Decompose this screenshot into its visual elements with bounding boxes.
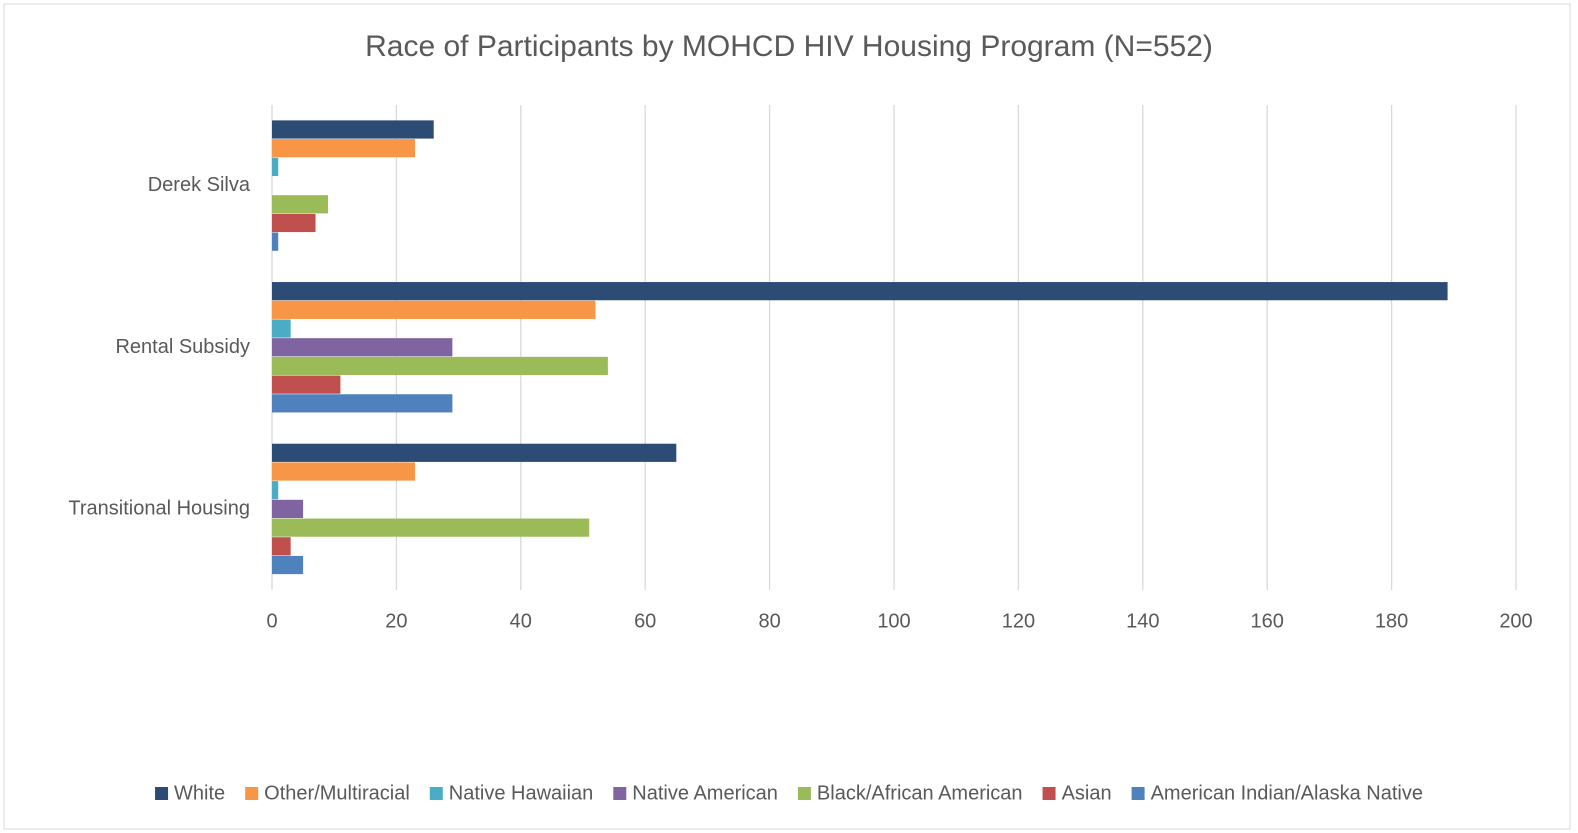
bar: [272, 282, 1448, 301]
bar: [272, 338, 453, 357]
x-tick-label: 0: [266, 610, 277, 632]
bar: [272, 462, 416, 481]
bar: [272, 537, 291, 556]
legend-label: Asian: [1062, 782, 1112, 804]
bar: [272, 481, 279, 500]
legend-swatch: [245, 787, 259, 800]
x-tick-label: 80: [758, 610, 780, 632]
bar: [272, 300, 596, 319]
y-tick-label: Rental Subsidy: [115, 336, 250, 358]
bar: [272, 356, 608, 376]
legend-label: Native Hawaiian: [449, 782, 594, 804]
legend-swatch: [155, 787, 169, 800]
bar: [272, 443, 677, 462]
chart-title: Race of Participants by MOHCD HIV Housin…: [365, 30, 1213, 63]
x-tick-label: 120: [1002, 610, 1035, 632]
legend-label: American Indian/Alaska Native: [1151, 782, 1423, 804]
x-tick-label: 40: [510, 610, 532, 632]
x-tick-label: 200: [1499, 610, 1532, 632]
x-tick-label: 140: [1126, 610, 1159, 632]
bar: [272, 499, 304, 519]
legend-label: Black/African American: [817, 782, 1023, 804]
bar: [272, 139, 416, 158]
x-tick-label: 180: [1375, 610, 1408, 632]
y-tick-label: Transitional Housing: [68, 497, 250, 519]
chart-border: [3, 3, 1571, 830]
legend-label: White: [174, 782, 225, 804]
x-tick-label: 60: [634, 610, 656, 632]
bar: [272, 157, 279, 176]
legend-swatch: [1131, 787, 1145, 800]
legend-swatch: [1042, 787, 1056, 800]
bar: [272, 518, 590, 537]
x-tick-label: 20: [385, 610, 407, 632]
x-tick-label: 160: [1251, 610, 1284, 632]
legend-swatch: [429, 787, 443, 800]
bar: [272, 195, 328, 214]
x-tick-label: 100: [877, 610, 910, 632]
legend-label: Other/Multiracial: [264, 782, 410, 804]
bar: [272, 120, 434, 139]
legend-label: Native American: [632, 782, 778, 804]
bar: [272, 213, 316, 233]
bar: [272, 319, 291, 338]
legend-swatch: [797, 787, 811, 800]
bar: [272, 375, 341, 394]
bar: [272, 394, 453, 413]
bar: [272, 555, 304, 575]
legend-swatch: [613, 787, 627, 800]
bar: [272, 232, 279, 251]
y-tick-label: Derek Silva: [148, 174, 251, 196]
